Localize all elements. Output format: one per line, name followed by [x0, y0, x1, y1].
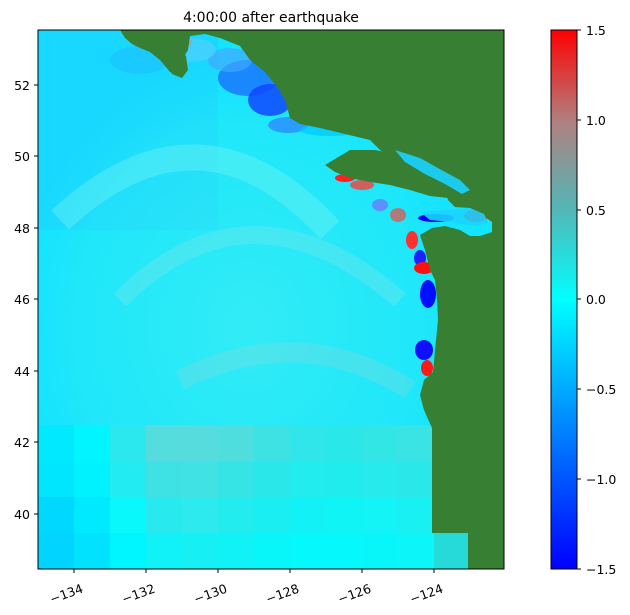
x-tick-label: −126: [336, 581, 373, 607]
colorbar-tick-label: −1.5: [586, 562, 616, 577]
colorbar-tick-label: 0.5: [586, 203, 606, 218]
colorbar: −1.5 −1.0 −0.5 0.0 0.5 1.0 1.5: [550, 23, 616, 577]
strait-water: [395, 150, 470, 194]
y-tick-label: 46: [14, 292, 30, 307]
x-tick-label: −128: [264, 581, 301, 607]
x-tick-label: −132: [120, 581, 157, 607]
x-tick-label: −124: [408, 581, 445, 607]
vancouver-island: [325, 150, 455, 198]
x-axis: −134 −132 −130 −128 −126 −124: [48, 569, 445, 607]
y-tick-label: 50: [14, 149, 30, 164]
colorbar-tick-label: −1.0: [586, 472, 616, 487]
y-tick-label: 42: [14, 435, 30, 450]
y-tick-label: 52: [14, 78, 30, 93]
map-title: 4:00:00 after earthquake: [183, 10, 359, 26]
map-plot-area: [38, 30, 504, 569]
y-tick-label: 48: [14, 221, 30, 236]
colorbar-tick-label: 0.0: [586, 292, 606, 307]
coarse-grid-region: [38, 425, 470, 569]
colorbar-tick-label: −0.5: [586, 382, 616, 397]
y-tick-label: 44: [14, 364, 30, 379]
colorbar-tick-label: 1.5: [586, 23, 606, 38]
x-tick-label: −130: [192, 581, 229, 607]
y-axis: 40 42 44 46 48 50 52: [14, 78, 38, 522]
x-tick-label: −134: [48, 581, 85, 607]
y-tick-label: 40: [14, 507, 30, 522]
colorbar-tick-label: 1.0: [586, 113, 606, 128]
haida-gwaii: [166, 48, 188, 78]
colorbar-gradient: [550, 29, 578, 570]
